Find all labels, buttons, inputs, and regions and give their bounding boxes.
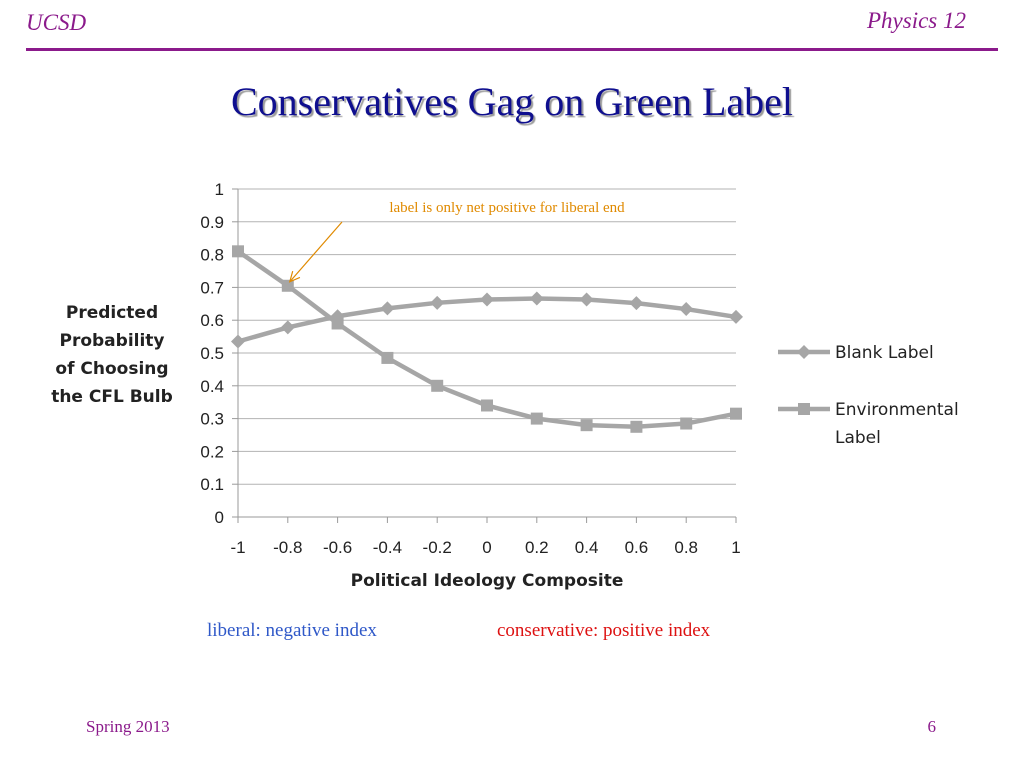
y-tick-label: 1 [215,180,224,199]
x-tick-label: 0.2 [525,538,549,557]
footer-term: Spring 2013 [86,717,170,736]
data-point-diamond [280,320,295,335]
annotation-arrow-head [288,270,301,283]
y-tick-label: 0.5 [200,344,224,363]
y-axis-title-line: of Choosing [55,359,168,379]
slide-number: 6 [927,717,937,736]
x-tick-label: 0 [482,538,491,557]
y-tick-label: 0.9 [200,213,224,232]
x-tick-label: -1 [230,538,245,557]
data-point-square [232,245,244,258]
y-tick-label: 0 [215,508,224,527]
annotation-text: label is only net positive for liberal e… [389,200,625,216]
header-course: Physics 12 [866,8,966,33]
data-point-square [680,417,693,430]
data-point-diamond [629,296,644,311]
x-tick-label: 0.8 [674,538,698,557]
data-point-diamond [430,295,445,310]
x-tick-label: -0.6 [323,538,352,557]
x-tick-label: -0.4 [373,538,402,557]
legend-label: Label [835,428,881,448]
legend-label: Blank Label [835,343,934,363]
y-axis-title-line: Probability [59,331,164,351]
data-point-diamond [679,302,694,317]
y-tick-label: 0.6 [200,311,224,330]
data-point-diamond [529,291,544,306]
x-tick-label: -0.2 [423,538,452,557]
legend-marker-diamond [797,345,811,359]
data-point-diamond [380,301,395,316]
y-tick-label: 0.7 [200,278,224,297]
y-axis-title-line: Predicted [66,303,158,323]
header-org: UCSD [26,10,87,35]
y-axis-title-line: the CFL Bulb [51,387,173,407]
x-tick-label: -0.8 [273,538,302,557]
note-conservative: conservative: positive index [497,620,711,641]
data-point-square [730,407,742,420]
annotation-arrow-line [289,221,343,283]
data-point-square [281,279,294,292]
data-point-diamond [579,292,594,307]
header-divider [26,48,998,51]
x-axis-title: Political Ideology Composite [351,571,624,591]
data-point-diamond [729,309,743,324]
data-point-square [481,399,493,412]
legend-marker-square [798,403,810,415]
data-point-square [381,351,394,364]
y-tick-label: 0.8 [200,246,224,265]
data-point-square [530,412,543,425]
data-point-square [331,317,344,330]
data-point-square [431,379,444,392]
x-tick-label: 0.4 [575,538,599,557]
y-tick-label: 0.2 [200,442,224,461]
x-tick-label: 0.6 [625,538,649,557]
y-tick-label: 0.1 [200,475,224,494]
x-tick-label: 1 [731,538,740,557]
note-liberal: liberal: negative index [207,620,377,641]
slide-title: Conservatives Gag on Green Label [230,79,794,124]
data-point-square [580,419,593,432]
y-tick-label: 0.4 [200,377,224,396]
data-point-diamond [480,292,494,307]
data-point-diamond [231,334,245,349]
data-point-square [630,420,643,433]
legend-label: Environmental [835,400,959,420]
y-tick-label: 0.3 [200,410,224,429]
